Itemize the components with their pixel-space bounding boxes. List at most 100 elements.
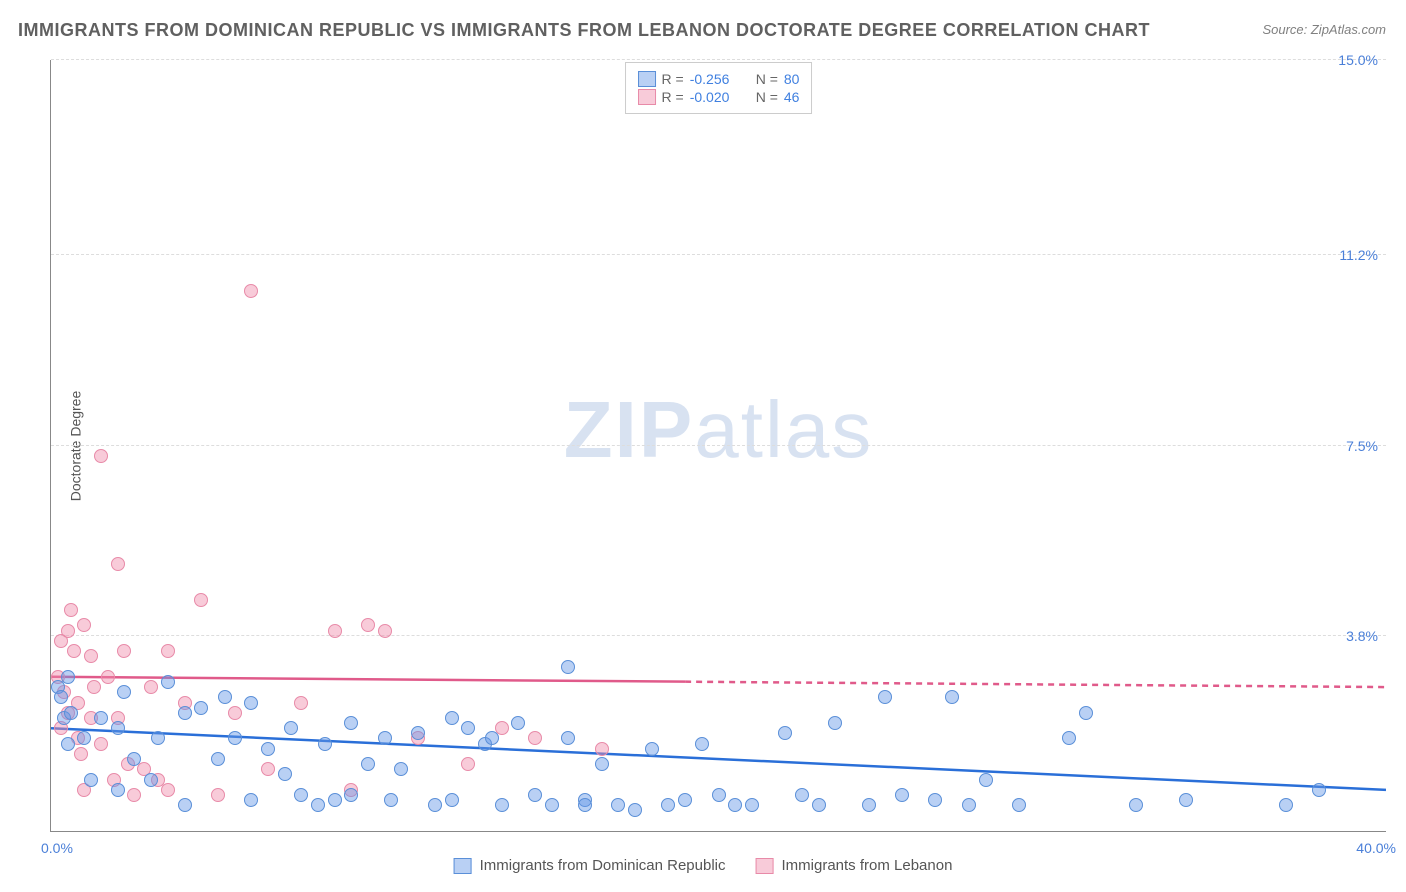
scatter-point-series1 [428,798,442,812]
scatter-point-series2 [161,644,175,658]
scatter-point-series1 [211,752,225,766]
n-label: N = [756,89,778,105]
scatter-point-series2 [194,593,208,607]
scatter-point-series2 [261,762,275,776]
scatter-point-series1 [64,706,78,720]
legend-label: Immigrants from Lebanon [782,857,953,874]
scatter-point-series1 [928,793,942,807]
scatter-point-series1 [485,731,499,745]
scatter-point-series2 [294,696,308,710]
scatter-point-series1 [445,711,459,725]
scatter-point-series1 [84,773,98,787]
scatter-point-series1 [1079,706,1093,720]
scatter-point-series2 [361,618,375,632]
scatter-point-series1 [795,788,809,802]
legend-row-series2: R = -0.020 N = 46 [638,89,800,105]
scatter-point-series1 [261,742,275,756]
scatter-point-series1 [127,752,141,766]
scatter-point-series1 [1279,798,1293,812]
y-tick-label: 3.8% [1346,628,1378,644]
gridline [51,59,1386,60]
scatter-point-series2 [461,757,475,771]
scatter-point-series1 [828,716,842,730]
scatter-point-series1 [178,706,192,720]
y-tick-label: 15.0% [1338,52,1378,68]
n-value: 46 [784,89,800,105]
scatter-point-series2 [144,680,158,694]
scatter-point-series1 [878,690,892,704]
scatter-point-series1 [979,773,993,787]
scatter-point-series2 [101,670,115,684]
scatter-point-series1 [578,798,592,812]
scatter-point-series1 [311,798,325,812]
scatter-point-series1 [318,737,332,751]
legend-label: Immigrants from Dominican Republic [480,857,726,874]
scatter-point-series2 [161,783,175,797]
scatter-point-series1 [511,716,525,730]
n-value: 80 [784,71,800,87]
scatter-point-series1 [1179,793,1193,807]
legend-row-series1: R = -0.256 N = 80 [638,71,800,87]
watermark: ZIPatlas [564,384,873,476]
scatter-point-series1 [495,798,509,812]
y-tick-label: 7.5% [1346,438,1378,454]
scatter-point-series2 [211,788,225,802]
swatch-series1 [454,858,472,874]
scatter-point-series1 [611,798,625,812]
scatter-point-series2 [64,603,78,617]
scatter-point-series1 [1062,731,1076,745]
scatter-point-series1 [745,798,759,812]
scatter-point-series2 [84,649,98,663]
scatter-point-series2 [77,618,91,632]
scatter-point-series1 [445,793,459,807]
scatter-point-series1 [812,798,826,812]
scatter-point-series2 [595,742,609,756]
scatter-point-series1 [178,798,192,812]
scatter-point-series2 [117,644,131,658]
scatter-point-series1 [294,788,308,802]
scatter-point-series1 [94,711,108,725]
scatter-point-series1 [1129,798,1143,812]
scatter-point-series1 [545,798,559,812]
scatter-point-series1 [628,803,642,817]
scatter-point-series1 [561,660,575,674]
scatter-point-series2 [111,557,125,571]
swatch-series2 [756,858,774,874]
scatter-point-series1 [61,670,75,684]
scatter-point-series1 [54,690,68,704]
scatter-point-series1 [528,788,542,802]
scatter-point-series1 [1012,798,1026,812]
scatter-point-series1 [284,721,298,735]
scatter-point-series1 [678,793,692,807]
scatter-point-series1 [411,726,425,740]
scatter-point-series1 [244,793,258,807]
scatter-point-series2 [94,737,108,751]
scatter-point-series2 [328,624,342,638]
scatter-point-series2 [127,788,141,802]
y-tick-label: 11.2% [1339,247,1378,263]
scatter-point-series1 [595,757,609,771]
scatter-point-series1 [61,737,75,751]
scatter-point-series1 [1312,783,1326,797]
scatter-point-series1 [151,731,165,745]
scatter-point-series1 [161,675,175,689]
scatter-point-series2 [228,706,242,720]
n-label: N = [756,71,778,87]
scatter-point-series1 [111,721,125,735]
legend-item-series2: Immigrants from Lebanon [756,857,953,874]
scatter-point-series1 [228,731,242,745]
scatter-point-series1 [895,788,909,802]
chart-plot-area: ZIPatlas R = -0.256 N = 80 R = -0.020 N … [50,60,1386,832]
scatter-point-series1 [394,762,408,776]
scatter-point-series1 [111,783,125,797]
scatter-point-series1 [862,798,876,812]
scatter-point-series1 [378,731,392,745]
scatter-point-series1 [117,685,131,699]
gridline [51,635,1386,636]
scatter-point-series1 [77,731,91,745]
scatter-point-series1 [661,798,675,812]
source-citation: Source: ZipAtlas.com [1262,22,1386,37]
chart-title: IMMIGRANTS FROM DOMINICAN REPUBLIC VS IM… [18,20,1150,41]
r-value: -0.020 [690,89,750,105]
legend-item-series1: Immigrants from Dominican Republic [454,857,726,874]
